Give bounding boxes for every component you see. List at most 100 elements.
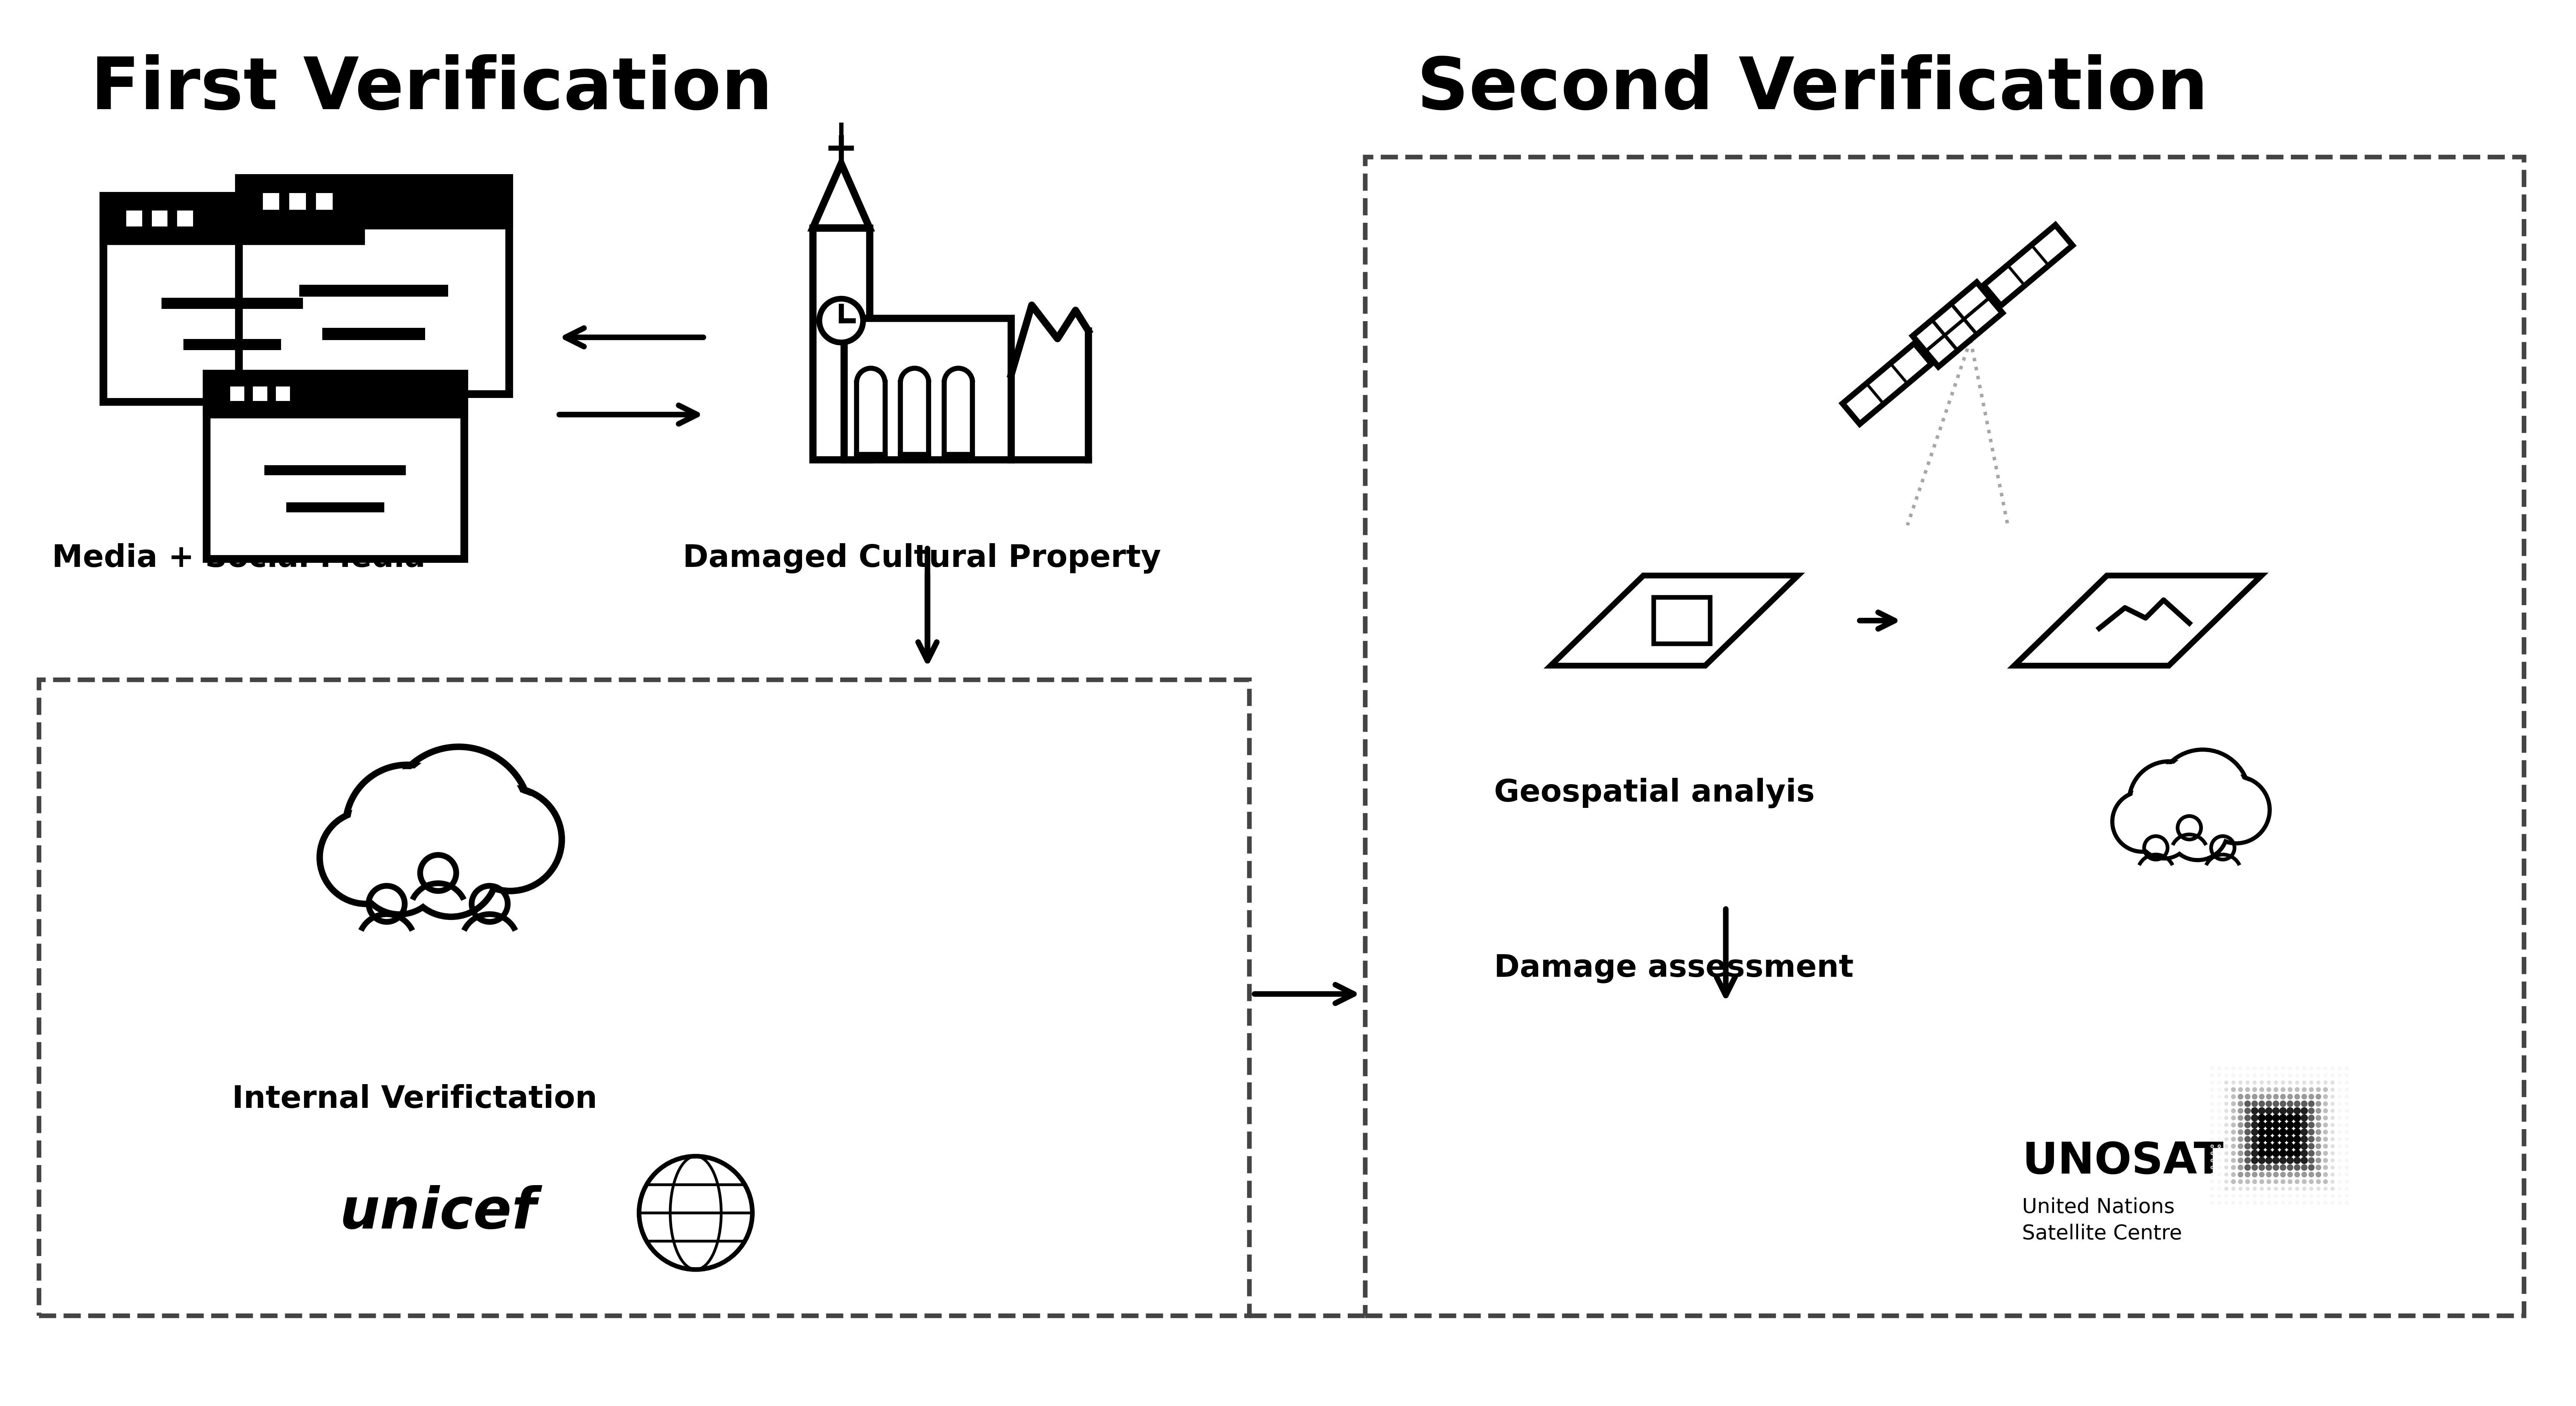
Circle shape <box>2259 1159 2264 1163</box>
Text: UNOSAT: UNOSAT <box>2022 1140 2223 1182</box>
Circle shape <box>2280 1115 2285 1121</box>
Circle shape <box>2311 1116 2313 1119</box>
Circle shape <box>2303 1144 2306 1149</box>
Circle shape <box>2138 804 2192 859</box>
Polygon shape <box>206 374 464 558</box>
Circle shape <box>2295 1122 2300 1128</box>
Circle shape <box>2267 1150 2272 1156</box>
Circle shape <box>2202 776 2269 844</box>
Circle shape <box>2259 1129 2264 1135</box>
Polygon shape <box>240 177 510 225</box>
Circle shape <box>2246 1116 2249 1119</box>
Circle shape <box>2311 1152 2313 1156</box>
Polygon shape <box>252 387 268 401</box>
Circle shape <box>2259 1173 2264 1175</box>
Circle shape <box>2303 1159 2306 1163</box>
Circle shape <box>2287 1108 2293 1114</box>
Circle shape <box>2239 1102 2241 1105</box>
Circle shape <box>2295 1166 2300 1170</box>
Circle shape <box>2280 1129 2285 1135</box>
Polygon shape <box>178 211 193 226</box>
Circle shape <box>2295 1143 2300 1149</box>
Circle shape <box>2295 1095 2298 1098</box>
Circle shape <box>2303 1130 2306 1135</box>
Circle shape <box>2287 1173 2293 1175</box>
Circle shape <box>350 769 464 884</box>
Polygon shape <box>322 328 425 340</box>
Circle shape <box>2303 1122 2306 1128</box>
Circle shape <box>2275 1122 2277 1128</box>
Circle shape <box>2267 1166 2272 1170</box>
Circle shape <box>2239 1123 2241 1126</box>
Circle shape <box>2259 1095 2264 1098</box>
Circle shape <box>2267 1102 2272 1105</box>
Polygon shape <box>126 211 142 226</box>
Circle shape <box>2282 1173 2285 1175</box>
Polygon shape <box>845 318 1012 460</box>
Circle shape <box>2267 1136 2272 1142</box>
Circle shape <box>2169 801 2226 858</box>
Circle shape <box>2316 1144 2321 1147</box>
Circle shape <box>2267 1122 2272 1128</box>
Circle shape <box>2239 1166 2241 1168</box>
Circle shape <box>2254 1095 2257 1098</box>
Text: Damage assessment: Damage assessment <box>1494 953 1855 983</box>
Circle shape <box>2239 1137 2241 1140</box>
Circle shape <box>2251 1144 2257 1149</box>
Circle shape <box>2316 1102 2321 1105</box>
Circle shape <box>2259 1166 2264 1170</box>
Polygon shape <box>814 163 871 228</box>
Circle shape <box>2316 1173 2321 1175</box>
Polygon shape <box>229 387 245 401</box>
Polygon shape <box>814 228 871 460</box>
Text: Second Verification: Second Verification <box>1417 53 2208 124</box>
Circle shape <box>2239 1173 2241 1175</box>
Circle shape <box>2239 1109 2241 1112</box>
Circle shape <box>322 814 410 901</box>
Circle shape <box>2259 1136 2264 1142</box>
Circle shape <box>2316 1152 2321 1154</box>
Circle shape <box>2246 1152 2249 1156</box>
Circle shape <box>386 747 531 891</box>
Polygon shape <box>152 211 167 226</box>
Circle shape <box>2311 1166 2313 1170</box>
Circle shape <box>2246 1123 2249 1128</box>
Circle shape <box>2267 1115 2272 1121</box>
Circle shape <box>2303 1137 2306 1142</box>
Circle shape <box>2275 1129 2277 1135</box>
Circle shape <box>2295 1108 2300 1114</box>
Circle shape <box>2251 1108 2257 1114</box>
Circle shape <box>2239 1159 2241 1161</box>
Circle shape <box>2280 1143 2285 1149</box>
Circle shape <box>2246 1166 2249 1170</box>
Polygon shape <box>289 193 307 209</box>
Circle shape <box>2267 1159 2272 1163</box>
Circle shape <box>2287 1143 2293 1149</box>
Circle shape <box>2267 1143 2272 1149</box>
Circle shape <box>2295 1150 2300 1156</box>
Text: unicef: unicef <box>340 1185 536 1240</box>
Polygon shape <box>162 298 304 309</box>
Polygon shape <box>286 502 384 512</box>
Circle shape <box>2311 1173 2313 1175</box>
Circle shape <box>2303 1102 2306 1105</box>
Circle shape <box>2303 1166 2306 1170</box>
Circle shape <box>2275 1159 2277 1163</box>
Circle shape <box>2259 1150 2264 1156</box>
Circle shape <box>2316 1109 2321 1112</box>
Circle shape <box>2287 1159 2293 1163</box>
Circle shape <box>2275 1108 2277 1114</box>
Circle shape <box>2239 1116 2241 1119</box>
Polygon shape <box>206 374 464 415</box>
Circle shape <box>2316 1130 2321 1133</box>
Circle shape <box>2295 1159 2300 1163</box>
Circle shape <box>2303 1115 2306 1121</box>
Circle shape <box>2259 1122 2264 1128</box>
Circle shape <box>2311 1095 2313 1098</box>
Circle shape <box>2303 1095 2306 1098</box>
Circle shape <box>2251 1122 2257 1128</box>
Polygon shape <box>265 465 407 475</box>
Circle shape <box>2287 1136 2293 1142</box>
Circle shape <box>2316 1159 2321 1161</box>
Circle shape <box>2316 1095 2321 1098</box>
